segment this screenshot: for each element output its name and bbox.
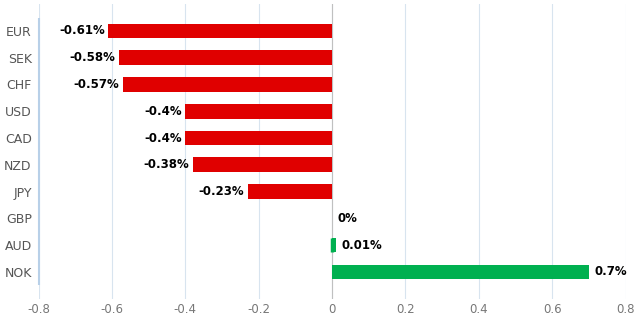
Text: -0.57%: -0.57% <box>73 78 119 91</box>
Text: -0.23%: -0.23% <box>199 185 244 198</box>
Bar <box>185 104 332 119</box>
Text: -0.4%: -0.4% <box>144 105 181 118</box>
Text: -0.61%: -0.61% <box>59 24 105 37</box>
Bar <box>109 24 332 38</box>
Bar <box>248 184 332 199</box>
Text: 0.7%: 0.7% <box>594 265 627 278</box>
Text: -0.38%: -0.38% <box>143 158 189 171</box>
Text: 0%: 0% <box>337 212 357 225</box>
Text: 0.01%: 0.01% <box>341 239 382 252</box>
Text: -0.4%: -0.4% <box>144 132 181 145</box>
Bar <box>332 238 335 252</box>
Bar <box>332 265 589 279</box>
Bar <box>119 50 332 65</box>
Bar <box>185 131 332 145</box>
Bar <box>123 77 332 92</box>
Text: -0.58%: -0.58% <box>70 51 116 64</box>
Bar <box>193 157 332 172</box>
